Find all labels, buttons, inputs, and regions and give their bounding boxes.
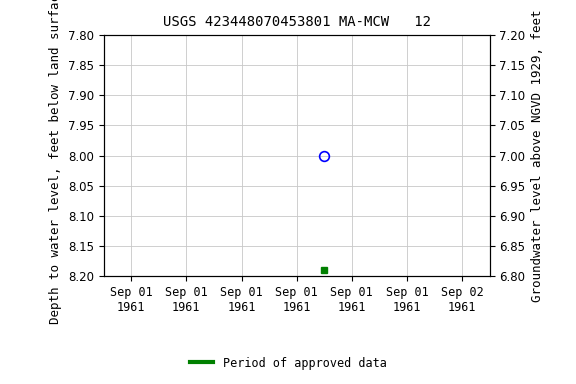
- Y-axis label: Groundwater level above NGVD 1929, feet: Groundwater level above NGVD 1929, feet: [531, 9, 544, 302]
- Y-axis label: Depth to water level, feet below land surface: Depth to water level, feet below land su…: [50, 0, 62, 324]
- Title: USGS 423448070453801 MA-MCW   12: USGS 423448070453801 MA-MCW 12: [162, 15, 431, 29]
- Legend: Period of approved data: Period of approved data: [185, 352, 391, 374]
